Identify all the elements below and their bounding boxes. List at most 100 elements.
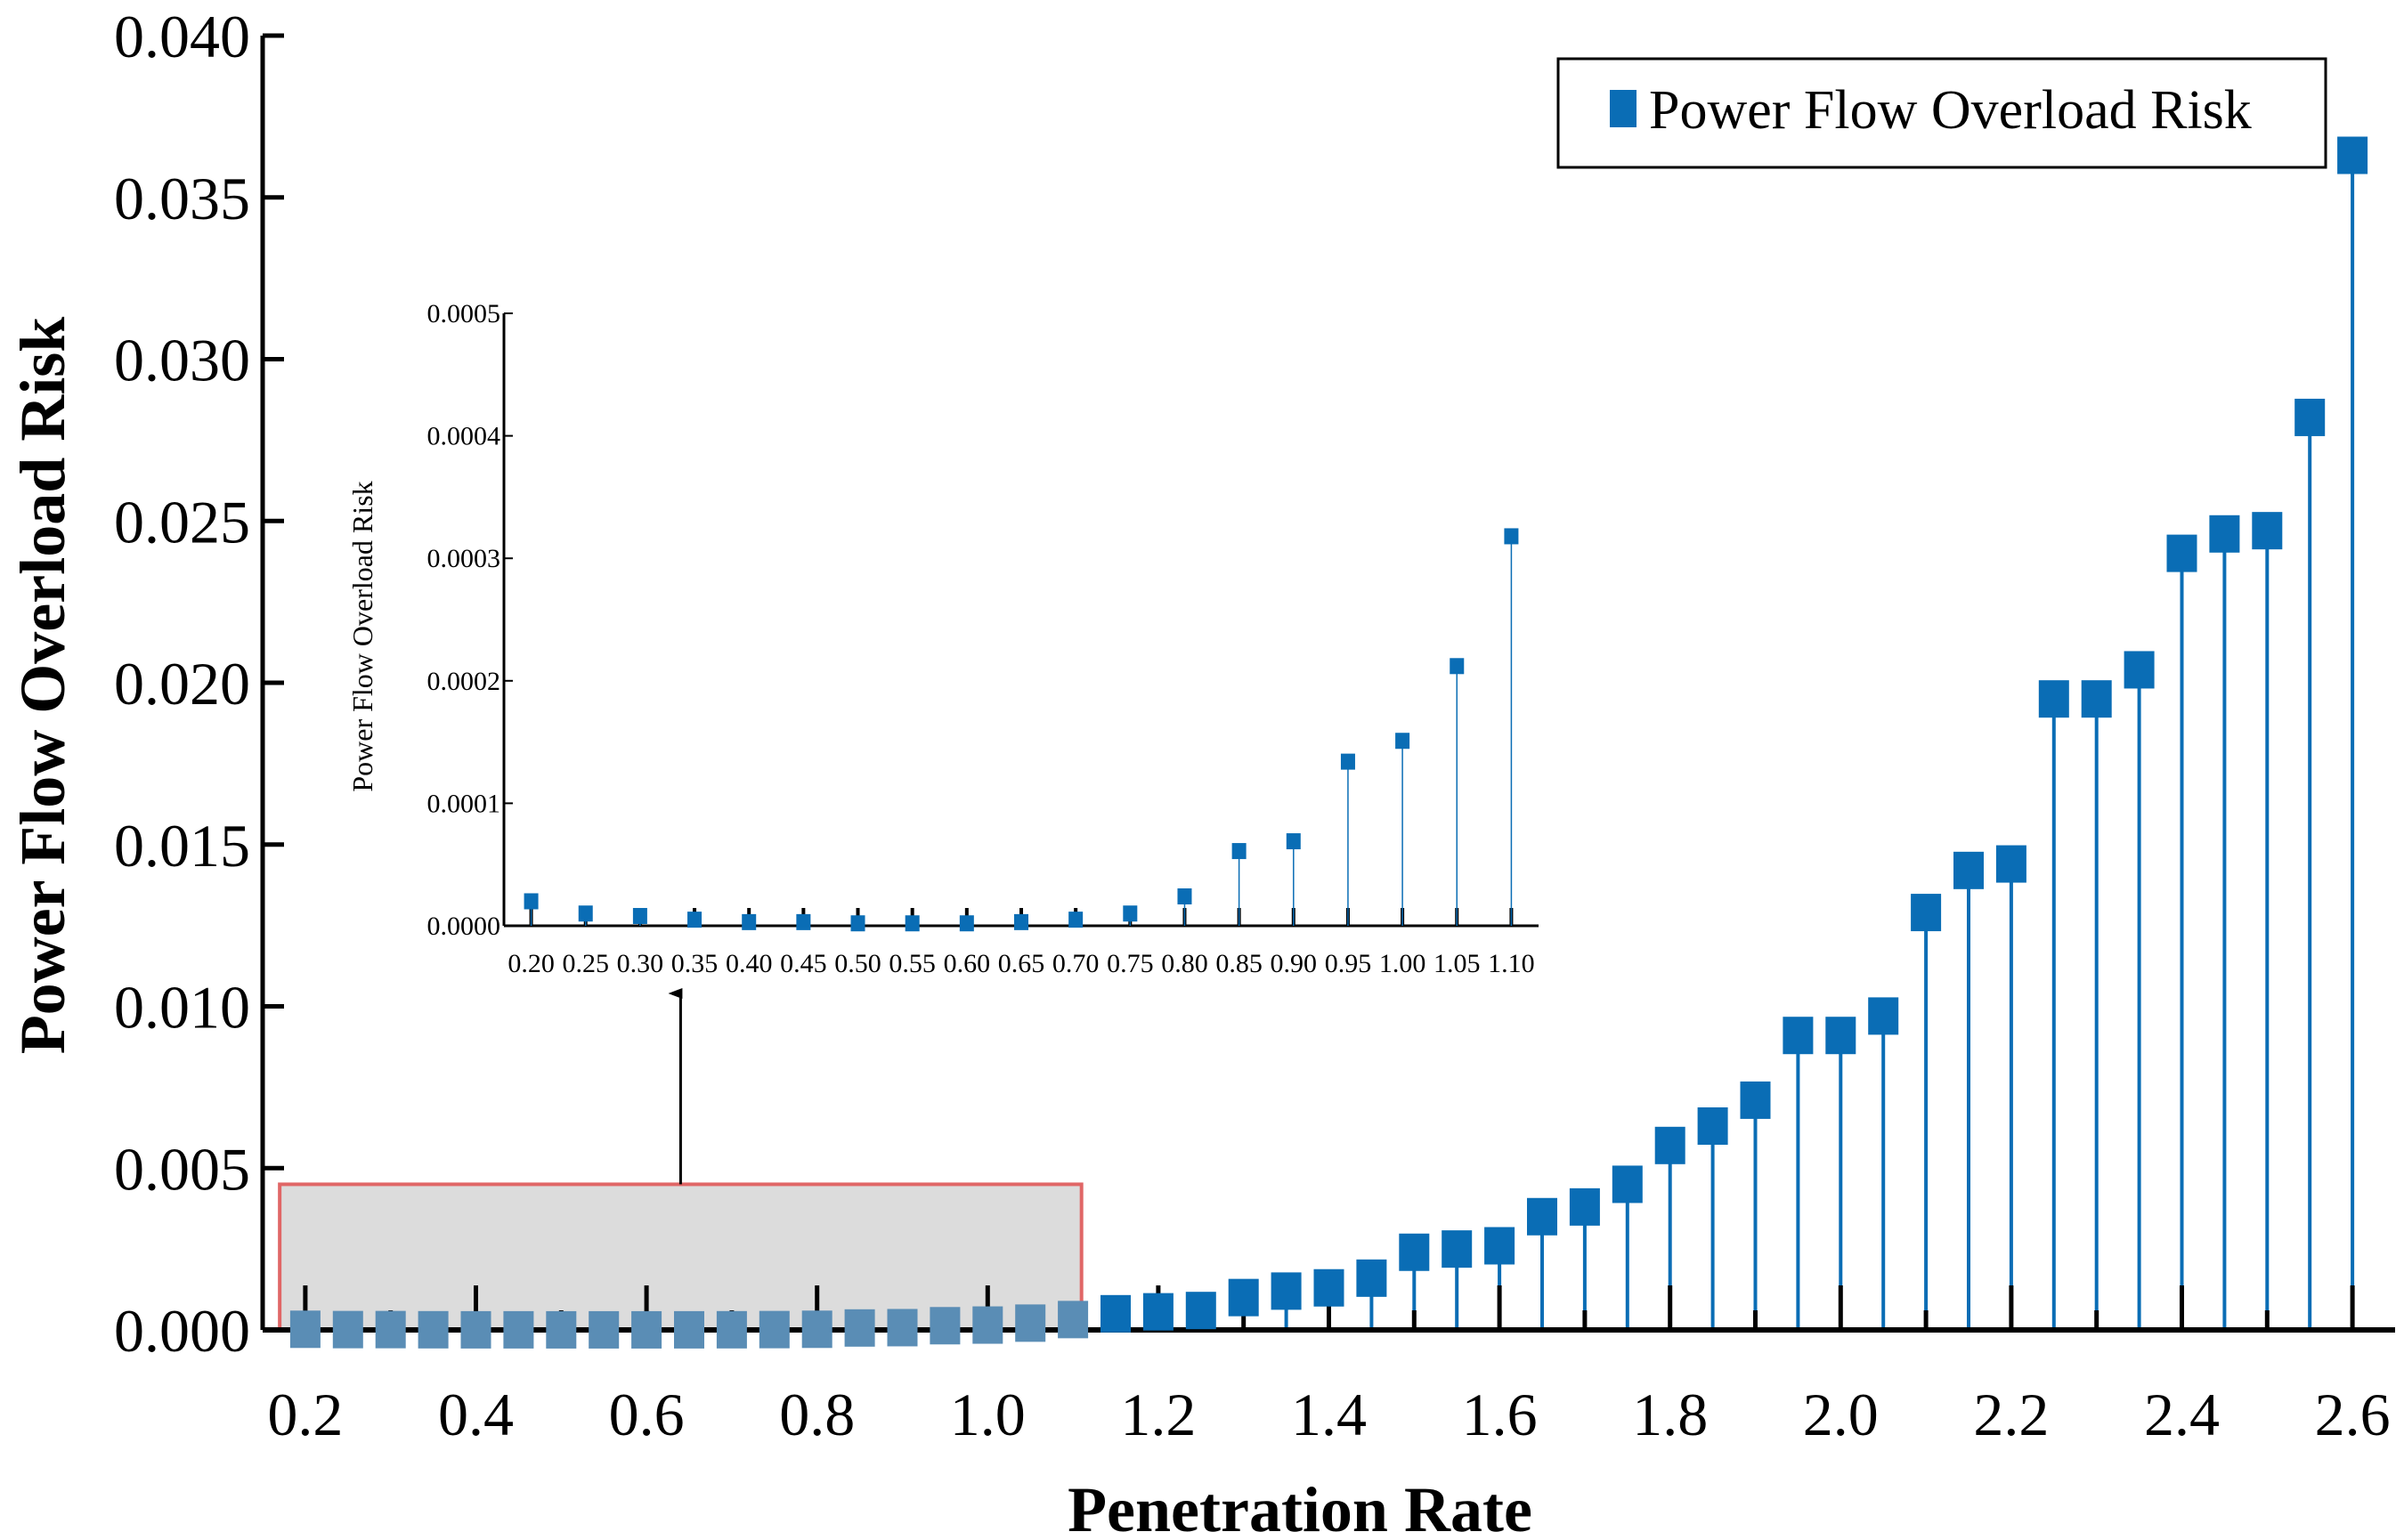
main-marker [2337, 136, 2368, 174]
inset-marker [1014, 913, 1028, 930]
main-marker [418, 1310, 449, 1349]
main-marker [332, 1310, 363, 1349]
inset-y-tick-label: 0.0003 [427, 544, 501, 573]
inset-marker [1123, 905, 1138, 922]
main-marker [1740, 1081, 1771, 1119]
inset-x-tick-label: 1.05 [1433, 949, 1481, 978]
inset-x-tick-label: 0.40 [726, 949, 773, 978]
y-axis-title: Power Flow Overload Risk [7, 317, 78, 1055]
main-marker [2252, 512, 2283, 550]
main-marker [2081, 680, 2112, 718]
y-tick-label: 0.005 [114, 1135, 250, 1203]
main-marker [1142, 1293, 1174, 1331]
x-tick-label: 1.0 [950, 1381, 1026, 1448]
inset-x-tick-label: 0.25 [562, 949, 609, 978]
inset-marker [524, 893, 539, 910]
main-marker [1399, 1233, 1430, 1271]
inset-x-tick-label: 0.60 [944, 949, 991, 978]
inset-x-tick-label: 0.65 [998, 949, 1045, 978]
inset-marker [796, 913, 811, 930]
main-marker [1654, 1126, 1685, 1164]
x-tick-label: 1.4 [1291, 1381, 1367, 1448]
main-marker [759, 1310, 790, 1349]
inset-x-tick-label: 0.30 [617, 949, 664, 978]
main-marker [1058, 1301, 1089, 1339]
legend-box [1556, 57, 2327, 169]
inset-marker [742, 913, 757, 930]
main-marker [1228, 1278, 1259, 1317]
main-axes-group: 0.000 0.005 0.010 0.015 0.020 0.025 0.030 0.035… [114, 3, 2395, 1448]
main-marker [972, 1306, 1003, 1344]
inset-y-tick-label: 0.0002 [427, 667, 501, 696]
main-marker [1484, 1227, 1515, 1265]
inset-x-tick-label: 0.35 [671, 949, 719, 978]
main-marker [503, 1310, 534, 1349]
zoom-highlight-region [278, 1182, 1084, 1333]
inset-x-tick-label: 0.75 [1107, 949, 1154, 978]
inset-x-tick-label: 1.00 [1379, 949, 1426, 978]
inset-y-tick-label: 0.0001 [427, 789, 501, 818]
main-marker [375, 1310, 406, 1349]
main-marker [1313, 1268, 1344, 1307]
inset-x-tick-label: 0.70 [1052, 949, 1100, 978]
main-marker [1911, 894, 1942, 932]
legend-marker [1610, 90, 1637, 127]
legend-label: Power Flow Overload Risk [1649, 80, 2252, 141]
main-marker [1825, 1017, 1856, 1055]
inset-x-tick-label: 0.80 [1161, 949, 1208, 978]
inset-x-tick-label: 0.55 [889, 949, 936, 978]
main-marker [631, 1310, 662, 1349]
inset-marker [687, 912, 703, 928]
x-tick-label: 2.6 [2315, 1381, 2391, 1448]
x-tick-label: 2.0 [1803, 1381, 1879, 1448]
inset-marker [578, 905, 593, 922]
inset-marker [850, 915, 865, 932]
inset-marker [1068, 912, 1084, 928]
main-marker [1185, 1292, 1216, 1330]
main-marker [1527, 1197, 1557, 1236]
main-marker [674, 1310, 704, 1349]
inset-marker [1340, 753, 1355, 770]
y-tick-label: 0.015 [114, 812, 250, 879]
main-marker [1271, 1272, 1302, 1310]
main-marker [2294, 398, 2326, 436]
x-tick-label: 1.6 [1462, 1381, 1538, 1448]
y-tick-label: 0.035 [114, 165, 250, 232]
inset-x-tick-label: 0.50 [834, 949, 881, 978]
inset-marker [1286, 833, 1301, 850]
main-marker [1356, 1259, 1387, 1297]
inset-marker [1395, 733, 1410, 750]
x-tick-label: 1.2 [1120, 1381, 1196, 1448]
main-marker [589, 1310, 620, 1349]
inset-x-tick-label: 0.45 [780, 949, 827, 978]
main-marker [1868, 997, 1899, 1035]
inset-marker [1177, 888, 1192, 904]
x-tick-label: 1.8 [1632, 1381, 1708, 1448]
main-marker [1569, 1187, 1600, 1226]
main-marker [1015, 1304, 1046, 1342]
x-tick-label: 0.6 [609, 1381, 685, 1448]
main-marker [1783, 1017, 1814, 1055]
inset-y-tick-label: 0.0000 [427, 912, 501, 941]
x-axis-title: Penetration Rate [1068, 1474, 1532, 1540]
inset-y-tick-label: 0.0004 [427, 422, 501, 451]
y-tick-label: 0.000 [114, 1297, 250, 1365]
main-marker [1442, 1230, 1473, 1268]
main-marker [2209, 515, 2240, 553]
inset-x-tick-label: 0.90 [1271, 949, 1318, 978]
main-marker [887, 1309, 918, 1347]
x-tick-label: 2.4 [2144, 1381, 2220, 1448]
main-marker [2038, 680, 2069, 718]
x-tick-label: 0.8 [779, 1381, 855, 1448]
main-marker [1697, 1106, 1728, 1145]
inset-x-tick-label: 0.85 [1215, 949, 1263, 978]
main-marker [1612, 1165, 1643, 1204]
inset-x-tick-label: 0.95 [1325, 949, 1372, 978]
main-marker [2124, 651, 2155, 689]
main-marker [289, 1310, 321, 1349]
main-marker [1995, 845, 2026, 883]
inset-marker [632, 907, 647, 924]
main-marker [801, 1310, 832, 1349]
main-marker [460, 1310, 491, 1349]
